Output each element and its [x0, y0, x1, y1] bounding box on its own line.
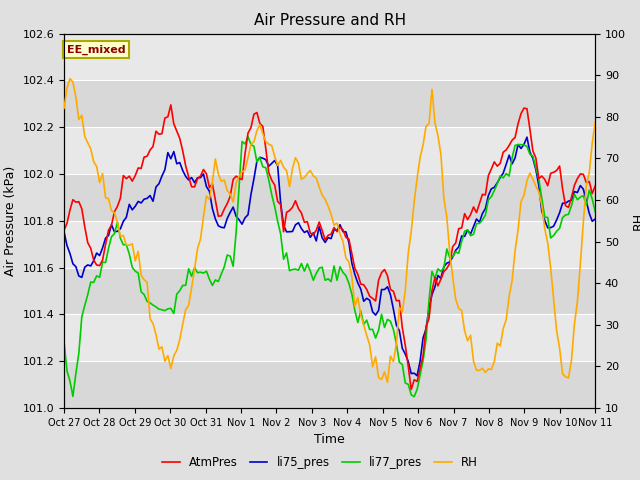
AtmPres	[167, 102, 175, 108]
Bar	[64, 174, 595, 221]
Y-axis label: RH: RH	[632, 212, 640, 230]
Line: li75_pres: li75_pres	[64, 137, 595, 376]
RH	[72, 95, 80, 100]
Line: AtmPres: AtmPres	[64, 105, 595, 390]
li77_pres	[170, 311, 178, 316]
AtmPres	[579, 171, 587, 177]
AtmPres	[60, 228, 68, 233]
Bar	[64, 127, 595, 174]
Legend: AtmPres, li75_pres, li77_pres, RH: AtmPres, li75_pres, li77_pres, RH	[157, 452, 483, 474]
li77_pres	[410, 394, 418, 399]
li77_pres	[60, 338, 68, 344]
Title: Air Pressure and RH: Air Pressure and RH	[253, 13, 406, 28]
RH	[60, 106, 68, 111]
Bar	[64, 34, 595, 80]
li75_pres	[60, 228, 68, 234]
Line: RH: RH	[64, 79, 595, 383]
li75_pres	[591, 216, 599, 222]
Y-axis label: Air Pressure (kPa): Air Pressure (kPa)	[4, 166, 17, 276]
li77_pres	[244, 133, 252, 139]
Bar	[64, 221, 595, 268]
li77_pres	[538, 195, 546, 201]
li75_pres	[538, 208, 546, 214]
li77_pres	[122, 242, 130, 248]
li75_pres	[579, 186, 587, 192]
AtmPres	[173, 128, 180, 134]
Bar	[64, 80, 595, 127]
RH	[579, 219, 587, 225]
li75_pres	[170, 149, 178, 155]
RH	[538, 203, 546, 208]
AtmPres	[122, 176, 130, 181]
Line: li77_pres: li77_pres	[64, 136, 595, 396]
li77_pres	[265, 177, 273, 183]
Bar	[64, 361, 595, 408]
RH	[591, 119, 599, 125]
li75_pres	[262, 157, 269, 163]
RH	[265, 141, 273, 147]
X-axis label: Time: Time	[314, 433, 345, 446]
RH	[383, 380, 391, 385]
AtmPres	[538, 173, 546, 179]
Bar	[64, 314, 595, 361]
Bar	[64, 268, 595, 314]
RH	[66, 76, 74, 82]
AtmPres	[265, 169, 273, 175]
AtmPres	[69, 197, 77, 203]
li75_pres	[69, 261, 77, 267]
li75_pres	[523, 134, 531, 140]
li77_pres	[69, 394, 77, 399]
li77_pres	[591, 209, 599, 215]
AtmPres	[408, 387, 415, 393]
RH	[125, 242, 133, 248]
AtmPres	[591, 183, 599, 189]
li75_pres	[413, 373, 421, 379]
RH	[173, 348, 180, 353]
li77_pres	[579, 193, 587, 199]
Text: EE_mixed: EE_mixed	[67, 45, 125, 55]
li75_pres	[122, 215, 130, 220]
